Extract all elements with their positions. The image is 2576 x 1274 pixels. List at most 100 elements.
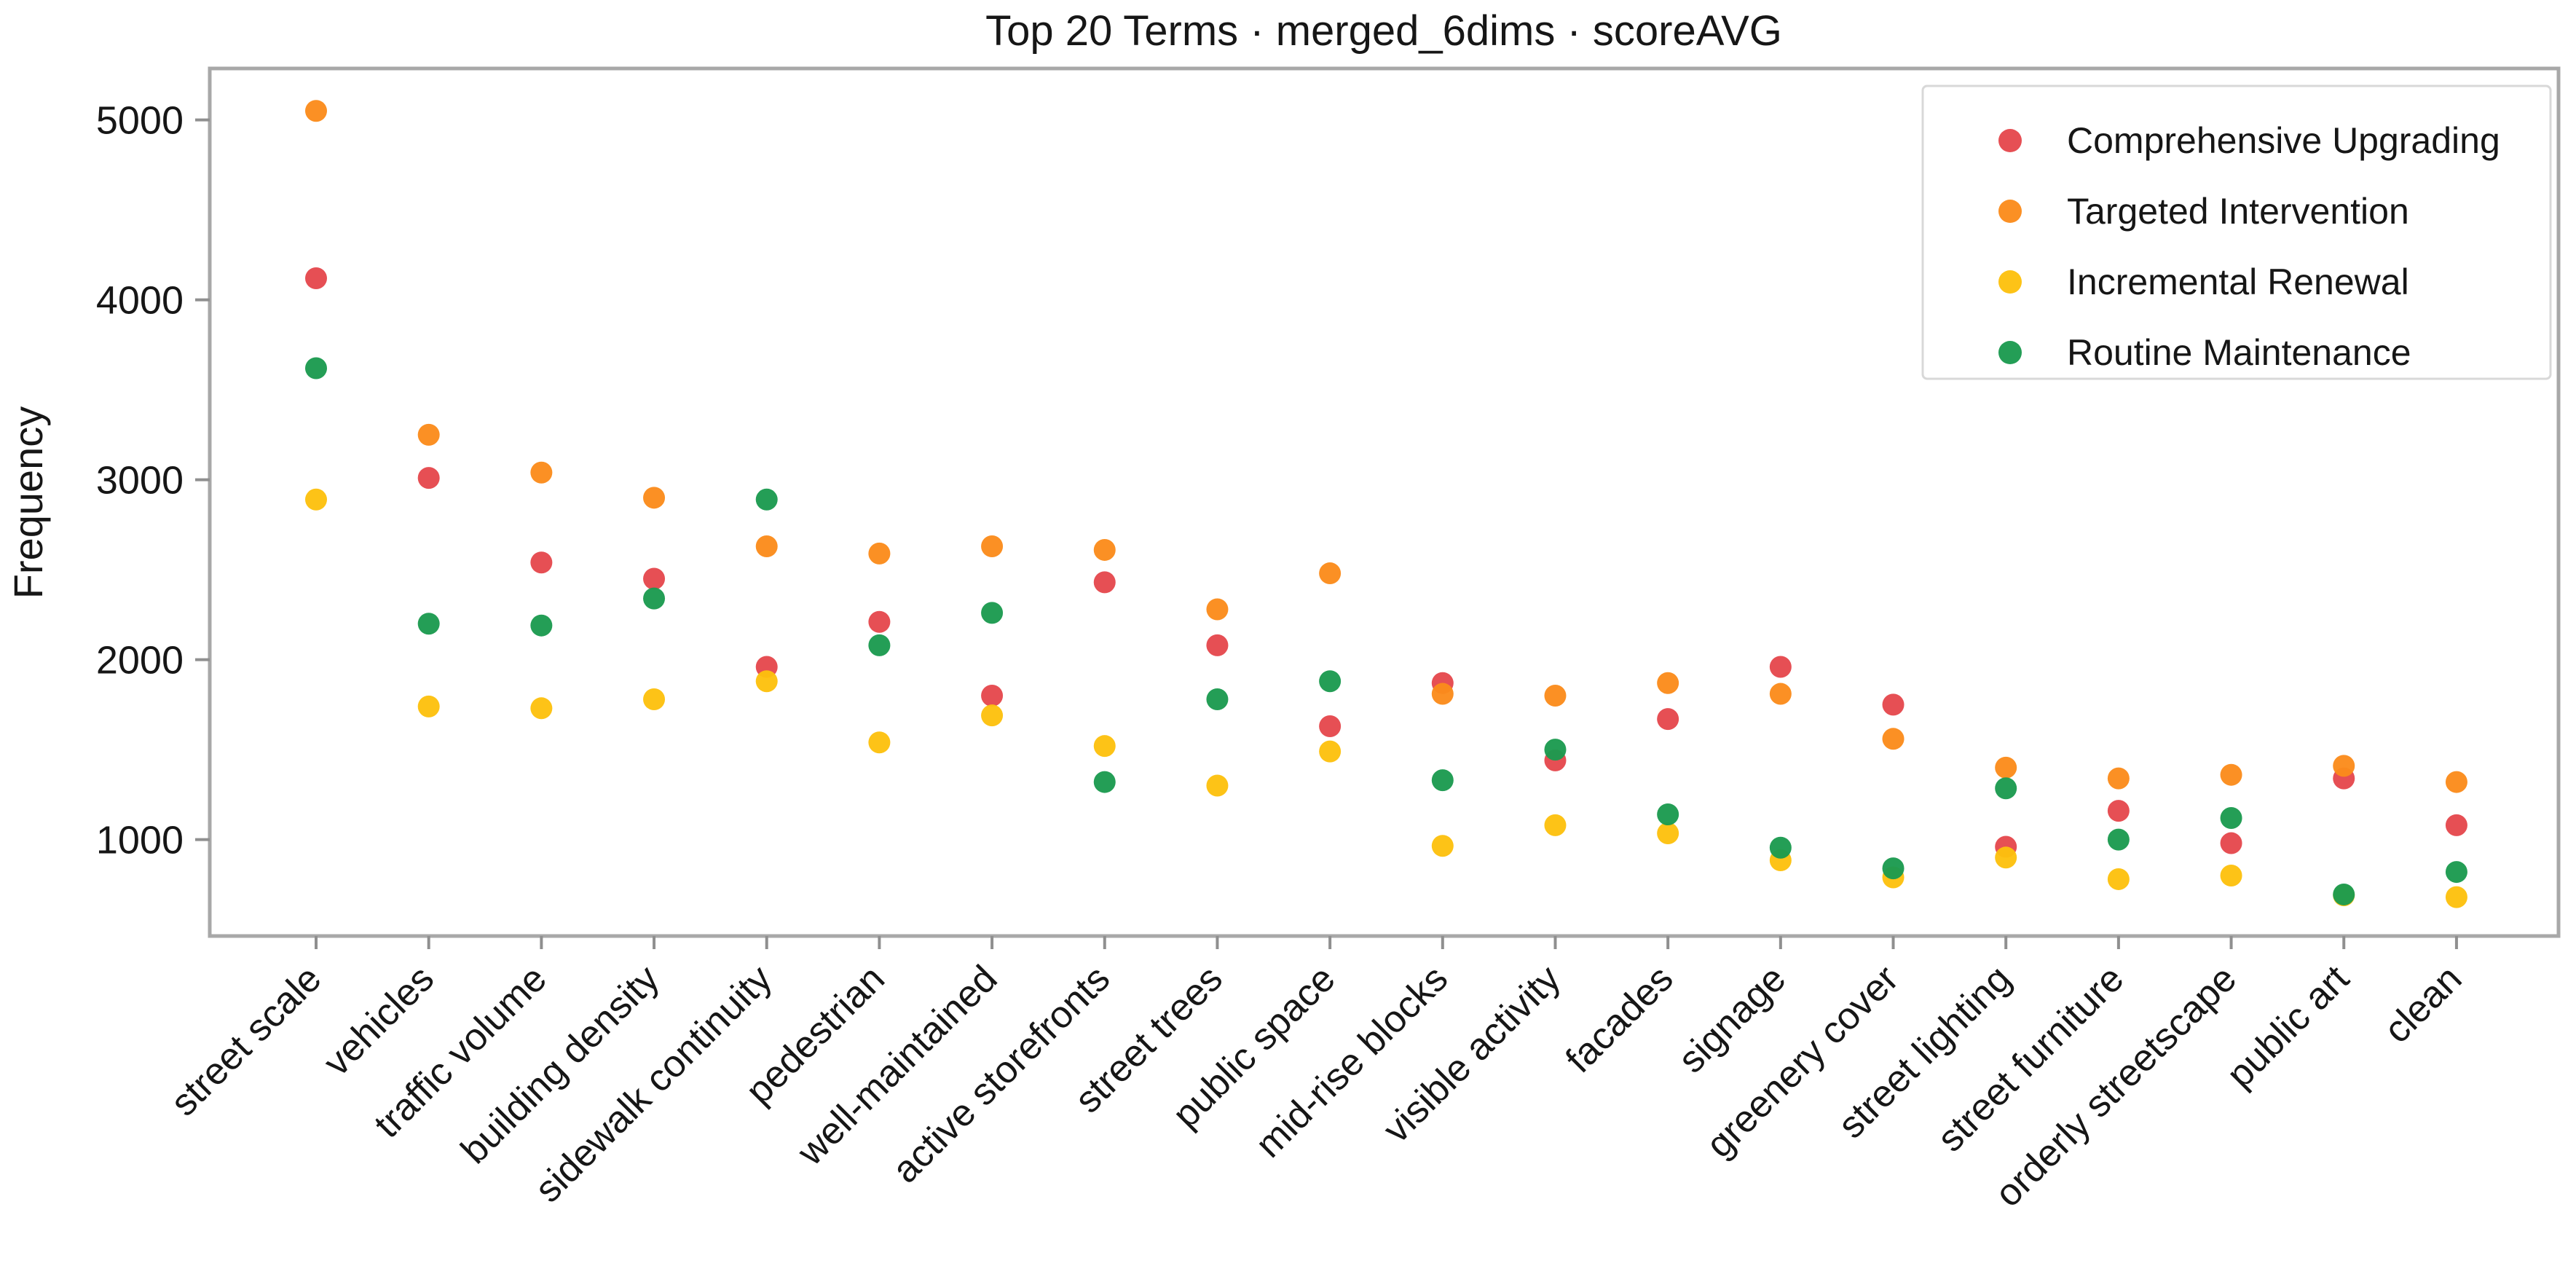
legend-entry-label: Routine Maintenance xyxy=(2067,332,2411,373)
data-point xyxy=(2333,883,2355,905)
data-point xyxy=(643,688,666,710)
data-point xyxy=(1206,634,1229,656)
data-point xyxy=(643,567,666,590)
data-point xyxy=(1319,670,1342,693)
data-point xyxy=(1431,769,1454,792)
data-point xyxy=(868,610,891,633)
data-point xyxy=(1544,814,1567,836)
data-point xyxy=(305,100,327,122)
data-point xyxy=(868,731,891,754)
data-point xyxy=(1319,715,1342,738)
data-point xyxy=(417,467,440,489)
x-tick-label: building density xyxy=(453,957,667,1171)
plot-frame xyxy=(208,66,2561,938)
data-point xyxy=(417,613,440,635)
data-point xyxy=(1093,771,1116,793)
data-point xyxy=(1657,708,1679,731)
data-point xyxy=(530,697,553,720)
data-point xyxy=(2107,767,2130,790)
data-point xyxy=(2220,806,2242,829)
x-tick-label: well-maintained xyxy=(789,957,1005,1173)
data-point xyxy=(1882,728,1905,750)
data-point xyxy=(2445,861,2467,884)
data-points-layer xyxy=(305,100,2467,908)
data-point xyxy=(1431,683,1454,705)
data-point xyxy=(1657,803,1679,826)
data-point xyxy=(2445,886,2467,908)
data-point xyxy=(755,670,778,693)
data-point xyxy=(1206,598,1229,621)
data-point xyxy=(1995,846,2017,869)
legend-marker xyxy=(1998,270,2022,294)
data-point xyxy=(643,487,666,509)
data-point xyxy=(1093,735,1116,758)
y-tick-label: 4000 xyxy=(96,279,184,323)
legend-entry-label: Targeted Intervention xyxy=(2067,191,2409,232)
data-point xyxy=(2107,828,2130,851)
data-point xyxy=(2445,771,2467,793)
data-point xyxy=(530,614,553,637)
data-point xyxy=(981,704,1004,727)
data-point xyxy=(2107,868,2130,890)
data-point xyxy=(1995,777,2017,800)
y-tick-label: 2000 xyxy=(96,639,184,683)
data-point xyxy=(1319,562,1342,585)
y-tick-label: 1000 xyxy=(96,819,184,862)
data-point xyxy=(417,423,440,446)
data-point xyxy=(981,535,1004,558)
data-point xyxy=(1093,538,1116,561)
chart-title: Top 20 Terms · merged_6dims · scoreAVG xyxy=(985,7,1782,55)
legend-marker xyxy=(1998,129,2022,152)
data-point xyxy=(2220,832,2242,854)
data-point xyxy=(1431,835,1454,857)
data-point xyxy=(1657,672,1679,694)
data-point xyxy=(530,551,553,574)
data-point xyxy=(1769,836,1792,859)
data-point xyxy=(2220,865,2242,887)
data-point xyxy=(981,602,1004,624)
legend-frame xyxy=(1921,84,2552,380)
x-tick-label: clean xyxy=(2376,957,2470,1051)
legend: Comprehensive Upgrading Targeted Interven… xyxy=(1921,84,2552,380)
data-point xyxy=(1544,685,1567,707)
data-point xyxy=(2333,755,2355,777)
y-tick-label: 3000 xyxy=(96,459,184,503)
data-point xyxy=(1882,857,1905,880)
legend-entry-label: Comprehensive Upgrading xyxy=(2067,120,2500,161)
data-point xyxy=(2220,763,2242,786)
data-point xyxy=(1319,740,1342,763)
x-tick-label: public art xyxy=(2219,957,2358,1096)
data-point xyxy=(2107,800,2130,822)
data-point xyxy=(305,357,327,380)
data-point xyxy=(868,634,891,656)
data-point xyxy=(417,695,440,717)
data-point xyxy=(643,587,666,610)
data-point xyxy=(755,535,778,558)
data-point xyxy=(1882,693,1905,716)
data-point xyxy=(305,267,327,289)
data-point xyxy=(1093,571,1116,594)
x-tick-label: greenery cover xyxy=(1698,957,1907,1165)
x-tick-label: facades xyxy=(1558,957,1682,1081)
legend-marker xyxy=(1998,200,2022,223)
data-point xyxy=(755,488,778,511)
data-point xyxy=(1206,688,1229,710)
y-tick-label: 5000 xyxy=(96,99,184,143)
data-point xyxy=(868,542,891,565)
data-point xyxy=(2445,814,2467,836)
data-point xyxy=(981,685,1004,707)
data-point xyxy=(1657,822,1679,844)
x-tick-label: mid-rise blocks xyxy=(1248,957,1456,1165)
data-point xyxy=(530,461,553,484)
legend-marker xyxy=(1998,341,2022,364)
data-point xyxy=(1544,739,1567,761)
x-tick-label: street scale xyxy=(162,957,329,1124)
legend-entry-label: Incremental Renewal xyxy=(2067,262,2409,302)
data-point xyxy=(305,488,327,511)
data-point xyxy=(1769,683,1792,705)
data-point xyxy=(1206,774,1229,797)
y-axis-ticks: 1000 2000 3000 4000 5000 xyxy=(96,99,210,862)
